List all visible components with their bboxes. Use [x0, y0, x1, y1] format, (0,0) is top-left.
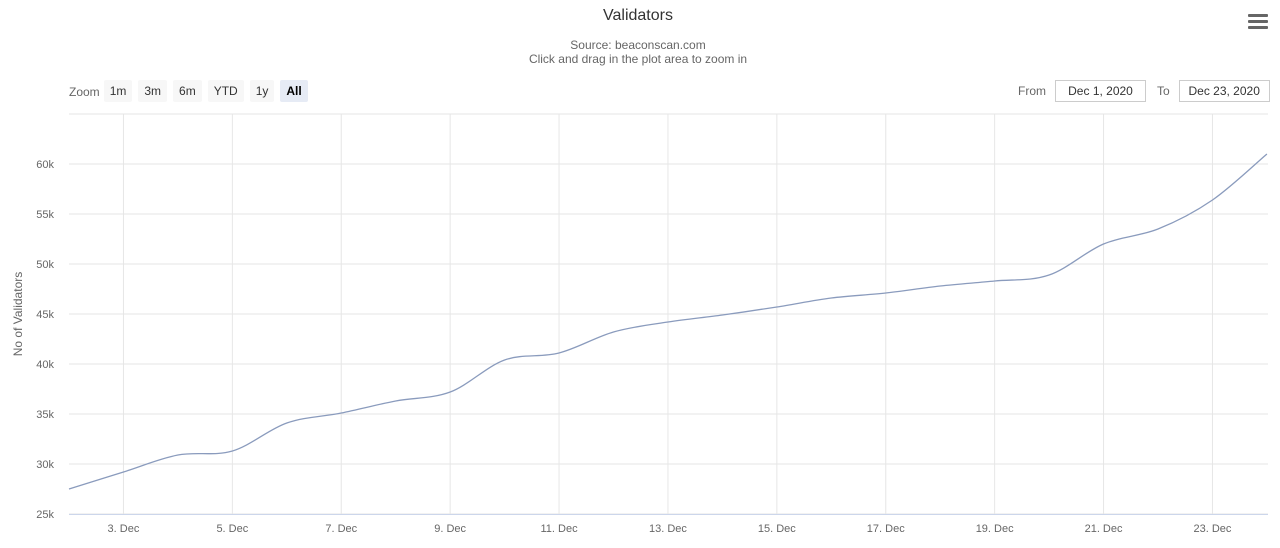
y-tick-label: 50k	[36, 259, 54, 271]
zoom-ytd-button[interactable]: YTD	[207, 80, 244, 102]
x-tick-label: 7. Dec	[325, 523, 357, 535]
y-tick-label: 55k	[36, 209, 54, 221]
subtitle-hint: Click and drag in the plot area to zoom …	[528, 52, 748, 66]
zoom-1m-button[interactable]: 1m	[103, 80, 133, 102]
x-tick-label: 17. Dec	[867, 523, 905, 535]
from-label: From	[1018, 84, 1046, 98]
zoom-label: Zoom	[69, 85, 100, 99]
zoom-6m-button[interactable]: 6m	[173, 80, 202, 102]
series-line	[68, 153, 1268, 490]
zoom-3m-button[interactable]: 3m	[138, 80, 168, 102]
y-tick-label: 60k	[36, 159, 54, 171]
y-tick-label: 35k	[36, 409, 54, 421]
x-tick-label: 15. Dec	[758, 523, 796, 535]
x-tick-label: 13. Dec	[649, 523, 687, 535]
chart-title: Validators	[603, 7, 673, 24]
x-tick-label: 21. Dec	[1085, 523, 1123, 535]
chart-subtitle: Source: beaconscan.com Click and drag in…	[0, 38, 1276, 66]
zoom-controls: Zoom 1m 3m 6m YTD 1y All	[69, 80, 314, 102]
x-tick-label: 5. Dec	[216, 523, 248, 535]
y-tick-label: 40k	[36, 359, 54, 371]
y-tick-label: 25k	[36, 509, 54, 521]
hamburger-menu-icon[interactable]	[1248, 14, 1268, 30]
from-date-input[interactable]: Dec 1, 2020	[1055, 80, 1146, 102]
y-axis-title: No of Validators	[11, 272, 25, 357]
x-tick-label: 23. Dec	[1193, 523, 1231, 535]
x-tick-label: 9. Dec	[434, 523, 466, 535]
zoom-all-button[interactable]: All	[280, 80, 308, 102]
x-tick-label: 11. Dec	[541, 523, 579, 535]
to-label: To	[1157, 84, 1170, 98]
x-tick-label: 19. Dec	[976, 523, 1014, 535]
zoom-1y-button[interactable]: 1y	[249, 80, 275, 102]
x-tick-label: 3. Dec	[108, 523, 140, 535]
date-range: From Dec 1, 2020 To Dec 23, 2020	[1018, 80, 1270, 102]
to-date-input[interactable]: Dec 23, 2020	[1178, 80, 1270, 102]
y-tick-label: 45k	[36, 309, 54, 321]
y-tick-label: 30k	[36, 459, 54, 471]
subtitle-source: Source: beaconscan.com	[570, 38, 706, 52]
